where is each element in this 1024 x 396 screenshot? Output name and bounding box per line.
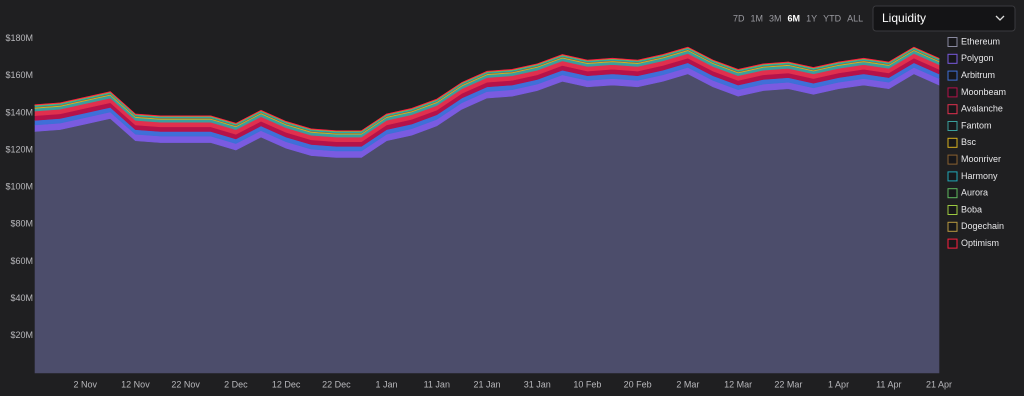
legend-swatch[interactable] (947, 70, 958, 81)
range-button[interactable]: YTD (823, 13, 842, 23)
x-tick-label: 10 Feb (573, 379, 601, 389)
x-tick-label: 21 Apr (926, 379, 952, 389)
range-button[interactable]: 6M (788, 13, 801, 23)
legend-swatch[interactable] (947, 121, 958, 131)
range-button[interactable]: 3M (769, 13, 782, 23)
legend-swatch[interactable] (947, 238, 958, 249)
range-button[interactable]: 1Y (806, 13, 817, 23)
legend-swatch[interactable] (947, 37, 958, 47)
legend-label[interactable]: Ethereum (961, 36, 1000, 46)
legend-label[interactable]: Moonriver (961, 154, 1001, 164)
legend-label[interactable]: Optimism (961, 238, 999, 248)
y-tick-label: $40M (10, 293, 33, 303)
x-tick-label: 11 Apr (876, 379, 901, 389)
dropdown-box[interactable] (872, 5, 1016, 32)
x-tick-label: 1 Jan (376, 379, 398, 389)
range-button[interactable]: 1M (751, 13, 764, 23)
legend-label[interactable]: Harmony (961, 171, 998, 181)
y-tick-label: $20M (10, 330, 33, 340)
legend-swatch[interactable] (947, 104, 958, 115)
y-tick-label: $100M (5, 182, 33, 192)
y-tick-label: $140M (5, 107, 33, 117)
x-tick-label: 22 Dec (322, 379, 351, 389)
legend-swatch[interactable] (947, 53, 958, 64)
legend-label[interactable]: Dogechain (961, 221, 1004, 231)
x-tick-label: 21 Jan (473, 379, 500, 389)
x-tick-label: 2 Nov (73, 379, 97, 389)
legend-swatch[interactable] (947, 221, 958, 232)
dropdown[interactable]: Liquidity (872, 5, 1016, 32)
legend-label[interactable]: Aurora (961, 188, 988, 198)
x-tick-label: 2 Dec (224, 379, 248, 389)
x-tick-label: 12 Dec (272, 379, 301, 389)
legend-label[interactable]: Moonbeam (961, 87, 1006, 97)
legend-label[interactable]: Avalanche (961, 104, 1003, 114)
legend-label[interactable]: Bsc (961, 137, 977, 147)
area (34, 46, 940, 132)
dropdown-label[interactable]: Liquidity (882, 11, 926, 25)
legend-swatch[interactable] (947, 205, 958, 215)
y-tick-label: $120M (5, 144, 33, 154)
legend-label[interactable]: Arbitrum (961, 70, 995, 80)
range-buttons: 7D 1M 3M 6M 1Y YTD ALL (733, 13, 863, 23)
x-tick-label: 22 Nov (171, 379, 200, 389)
x-tick-label: 1 Apr (828, 379, 849, 389)
legend-label[interactable]: Fantom (961, 120, 992, 130)
areas (34, 46, 940, 374)
x-tick-label: 12 Mar (724, 379, 752, 389)
x-tick-label: 22 Mar (774, 379, 802, 389)
y-tick-label: $80M (10, 219, 33, 229)
y-tick-label: $160M (5, 70, 33, 80)
x-tick-label: 31 Jan (524, 379, 551, 389)
legend-swatch[interactable] (947, 171, 958, 182)
x-tick-label: 20 Feb (624, 379, 652, 389)
dropdown-arrow (995, 15, 1005, 21)
range-button[interactable]: 7D (733, 13, 745, 23)
legend-swatch[interactable] (947, 154, 958, 165)
y-tick-label: $60M (10, 256, 33, 266)
legend-label[interactable]: Boba (961, 204, 982, 214)
legend-swatch[interactable] (947, 137, 958, 148)
x-tick-label: 11 Jan (424, 379, 450, 389)
x-tick-label: 2 Mar (676, 379, 699, 389)
legend-swatch[interactable] (947, 188, 958, 199)
legend-label[interactable]: Polygon (961, 53, 994, 63)
x-tick-label: 12 Nov (121, 379, 150, 389)
y-tick-label: $180M (5, 33, 33, 43)
legend-swatch[interactable] (947, 87, 958, 98)
range-button[interactable]: ALL (847, 13, 863, 23)
